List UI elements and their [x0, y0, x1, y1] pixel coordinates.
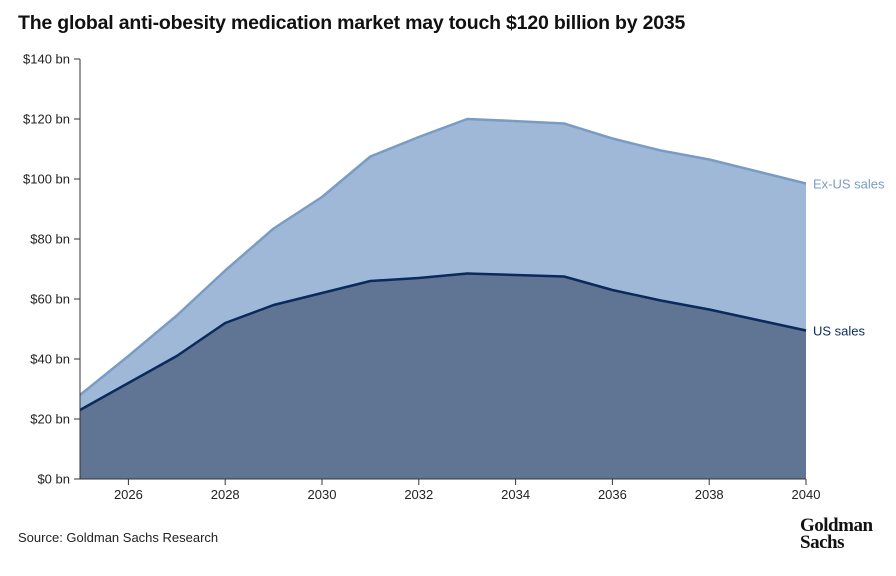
logo-line-2: Sachs [800, 532, 844, 553]
ex-us-sales-label: Ex-US sales [813, 177, 885, 192]
y-tick-label: $80 bn [30, 232, 70, 247]
source-note: Source: Goldman Sachs Research [18, 530, 219, 545]
x-tick-label: 2028 [211, 487, 240, 502]
ex-us-sales-line [79, 117, 807, 396]
series-labels-layer: Ex-US sales US sales [813, 177, 885, 339]
x-tick-label: 2040 [792, 487, 821, 502]
y-tick-label: $20 bn [30, 412, 70, 427]
y-tick-label: $60 bn [30, 292, 70, 307]
y-tick-label: $0 bn [37, 472, 70, 487]
x-tick-label: 2032 [404, 487, 433, 502]
x-tick-label: 2036 [598, 487, 627, 502]
x-tick-label: 2026 [114, 487, 143, 502]
ex-us-sales-area [80, 119, 806, 410]
us-sales-area [80, 273, 806, 479]
area-layer [80, 119, 806, 479]
us-sales-line [79, 272, 807, 412]
chart-title: The global anti-obesity medication marke… [18, 12, 686, 34]
y-tick-label: $100 bn [23, 172, 70, 187]
axes-layer: $0 bn $20 bn $40 bn $60 bn $80 bn $100 bn $120… [23, 52, 820, 503]
x-tick-label: 2034 [501, 487, 530, 502]
us-sales-label: US sales [813, 324, 866, 339]
y-tick-label: $40 bn [30, 352, 70, 367]
line-layer [79, 117, 807, 412]
goldman-sachs-logo: Goldman Sachs [800, 515, 873, 553]
x-tick-label: 2038 [695, 487, 724, 502]
y-tick-label: $120 bn [23, 112, 70, 127]
logo-line-1: Goldman [800, 515, 873, 536]
x-tick-label: 2030 [308, 487, 337, 502]
y-tick-label: $140 bn [23, 52, 70, 67]
